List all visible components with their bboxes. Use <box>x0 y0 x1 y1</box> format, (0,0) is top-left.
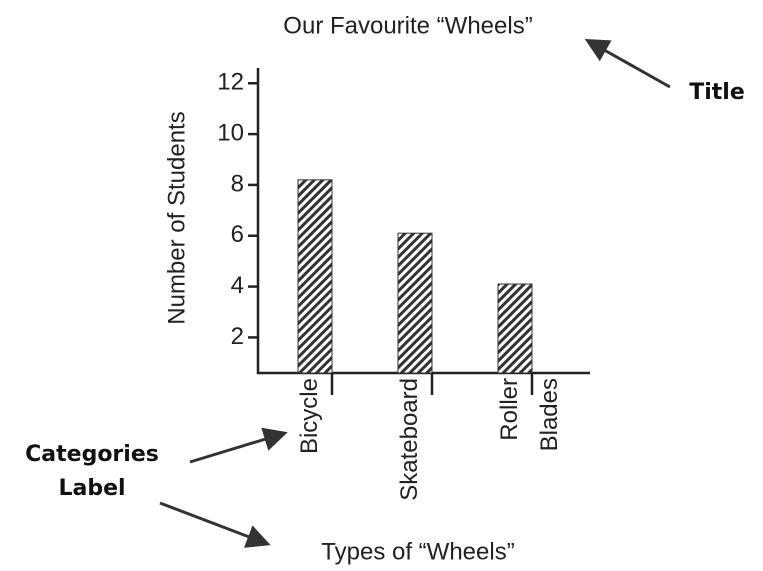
annotation-arrow <box>584 39 671 89</box>
x-axis-label: Types of “Wheels” <box>321 538 514 565</box>
y-tick-label: 6 <box>231 221 244 248</box>
bar <box>497 283 533 374</box>
bar <box>297 179 333 374</box>
annotation: Title <box>689 80 745 105</box>
y-tick-label: 12 <box>217 69 244 96</box>
x-tick-label: Roller Blades <box>496 378 563 451</box>
annotation-arrow <box>189 427 288 464</box>
y-tick-label: 2 <box>231 323 244 350</box>
x-tick-label: Bicycle <box>296 378 323 454</box>
y-tick-label: 10 <box>217 119 244 146</box>
x-tick-label: Skateboard <box>396 378 423 501</box>
bar <box>397 232 433 374</box>
y-axis-label: Number of Students <box>163 111 190 324</box>
y-tick-label: 4 <box>231 272 244 299</box>
annotation: Categories Label <box>25 442 159 501</box>
chart-title: Our Favourite “Wheels” <box>283 12 532 39</box>
annotation-arrow <box>159 501 271 548</box>
y-tick-label: 8 <box>231 170 244 197</box>
